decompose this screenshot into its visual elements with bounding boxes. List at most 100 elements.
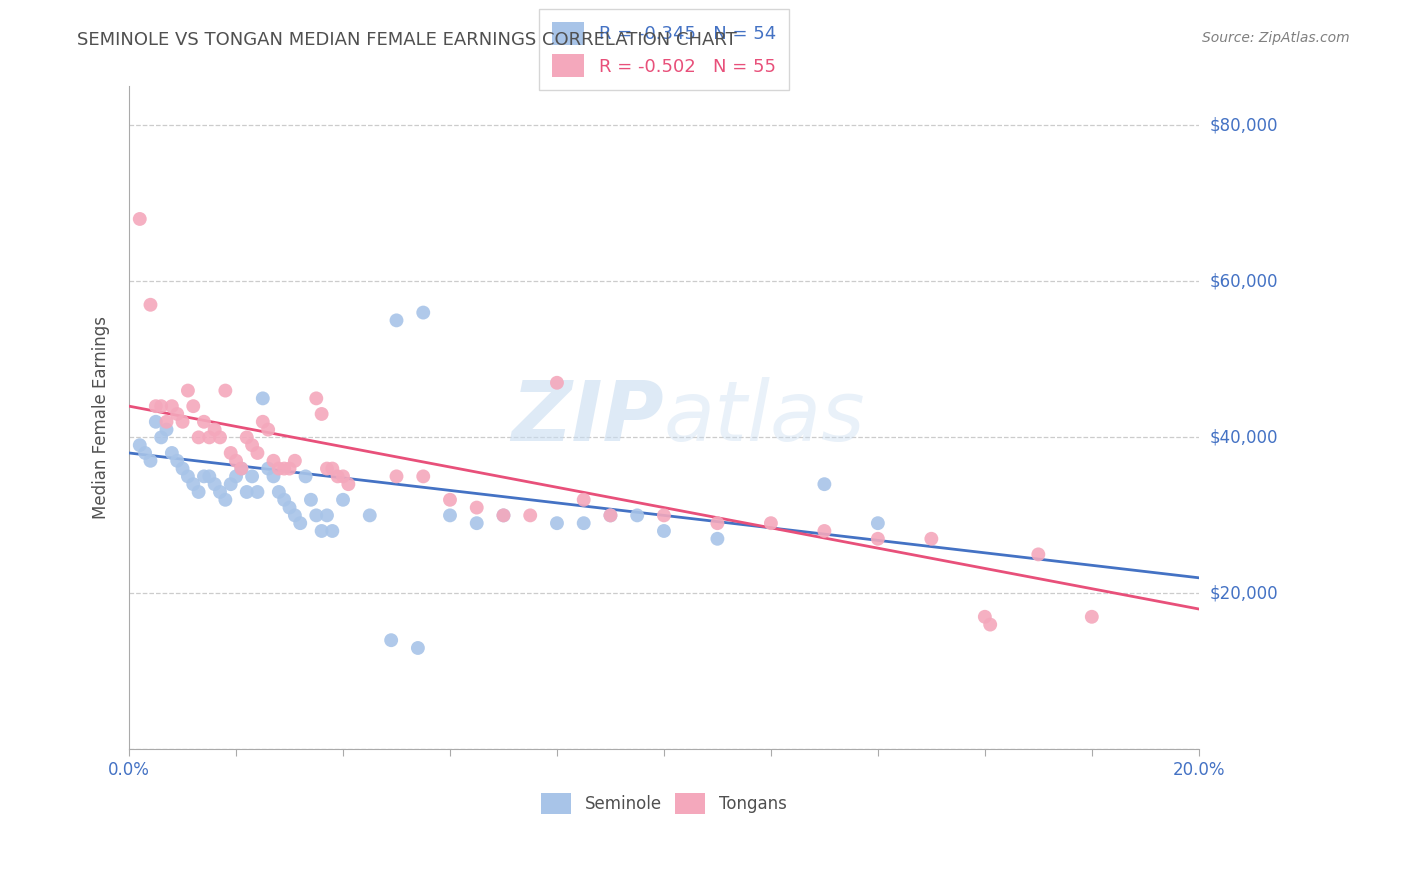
Point: [219, 477, 242, 491]
Point: [193, 469, 215, 483]
Point: [406, 640, 429, 655]
Point: [973, 609, 995, 624]
Text: $20,000: $20,000: [1211, 584, 1278, 602]
Point: [866, 516, 889, 531]
Point: [225, 469, 247, 483]
Point: [160, 446, 183, 460]
Point: [187, 430, 209, 444]
Point: [204, 423, 226, 437]
Point: [235, 485, 257, 500]
Text: atlas: atlas: [664, 377, 866, 458]
Point: [465, 500, 488, 515]
Point: [337, 477, 360, 491]
Point: [284, 454, 307, 468]
Point: [299, 492, 322, 507]
Point: [439, 508, 461, 523]
Point: [252, 415, 274, 429]
Point: [1081, 609, 1104, 624]
Point: [273, 492, 295, 507]
Point: [155, 415, 177, 429]
Point: [311, 407, 333, 421]
Point: [572, 516, 595, 531]
Point: [181, 399, 204, 413]
Point: [813, 524, 835, 538]
Point: [278, 461, 301, 475]
Point: [240, 438, 263, 452]
Point: [246, 485, 269, 500]
Point: [267, 485, 290, 500]
Point: [166, 407, 188, 421]
Point: [231, 461, 253, 475]
Point: [204, 477, 226, 491]
Point: [128, 438, 150, 452]
Legend: Seminole, Tongans: Seminole, Tongans: [534, 786, 793, 821]
Point: [166, 454, 188, 468]
Point: [278, 500, 301, 515]
Point: [290, 516, 312, 531]
Point: [599, 508, 621, 523]
Point: [198, 430, 221, 444]
Point: [439, 492, 461, 507]
Point: [160, 399, 183, 413]
Point: [294, 469, 316, 483]
Point: [326, 469, 349, 483]
Point: [257, 423, 280, 437]
Point: [214, 384, 236, 398]
Text: Source: ZipAtlas.com: Source: ZipAtlas.com: [1202, 31, 1350, 45]
Point: [599, 508, 621, 523]
Point: [465, 516, 488, 531]
Point: [187, 485, 209, 500]
Point: [311, 524, 333, 538]
Point: [572, 492, 595, 507]
Point: [920, 532, 942, 546]
Point: [652, 524, 675, 538]
Point: [172, 415, 194, 429]
Point: [193, 415, 215, 429]
Point: [177, 469, 200, 483]
Point: [385, 313, 408, 327]
Point: [316, 508, 339, 523]
Point: [813, 477, 835, 491]
Point: [273, 461, 295, 475]
Point: [208, 485, 231, 500]
Point: [412, 305, 434, 319]
Y-axis label: Median Female Earnings: Median Female Earnings: [93, 317, 110, 519]
Point: [155, 423, 177, 437]
Point: [134, 446, 156, 460]
Point: [305, 508, 328, 523]
Point: [252, 392, 274, 406]
Point: [321, 524, 343, 538]
Point: [412, 469, 434, 483]
Point: [1026, 548, 1049, 562]
Point: [214, 492, 236, 507]
Point: [150, 399, 173, 413]
Point: [145, 399, 167, 413]
Point: [263, 454, 285, 468]
Point: [866, 532, 889, 546]
Text: $60,000: $60,000: [1211, 272, 1278, 291]
Point: [321, 461, 343, 475]
Point: [257, 461, 280, 475]
Point: [246, 446, 269, 460]
Point: [332, 469, 354, 483]
Point: [235, 430, 257, 444]
Point: [263, 469, 285, 483]
Point: [380, 633, 402, 648]
Point: [181, 477, 204, 491]
Point: [172, 461, 194, 475]
Point: [284, 508, 307, 523]
Point: [240, 469, 263, 483]
Point: [359, 508, 381, 523]
Text: SEMINOLE VS TONGAN MEDIAN FEMALE EARNINGS CORRELATION CHART: SEMINOLE VS TONGAN MEDIAN FEMALE EARNING…: [77, 31, 737, 49]
Point: [208, 430, 231, 444]
Point: [626, 508, 648, 523]
Point: [139, 454, 162, 468]
Point: [219, 446, 242, 460]
Point: [316, 461, 339, 475]
Point: [492, 508, 515, 523]
Text: $40,000: $40,000: [1211, 428, 1278, 446]
Point: [979, 617, 1001, 632]
Point: [332, 492, 354, 507]
Text: ZIP: ZIP: [512, 377, 664, 458]
Point: [759, 516, 782, 531]
